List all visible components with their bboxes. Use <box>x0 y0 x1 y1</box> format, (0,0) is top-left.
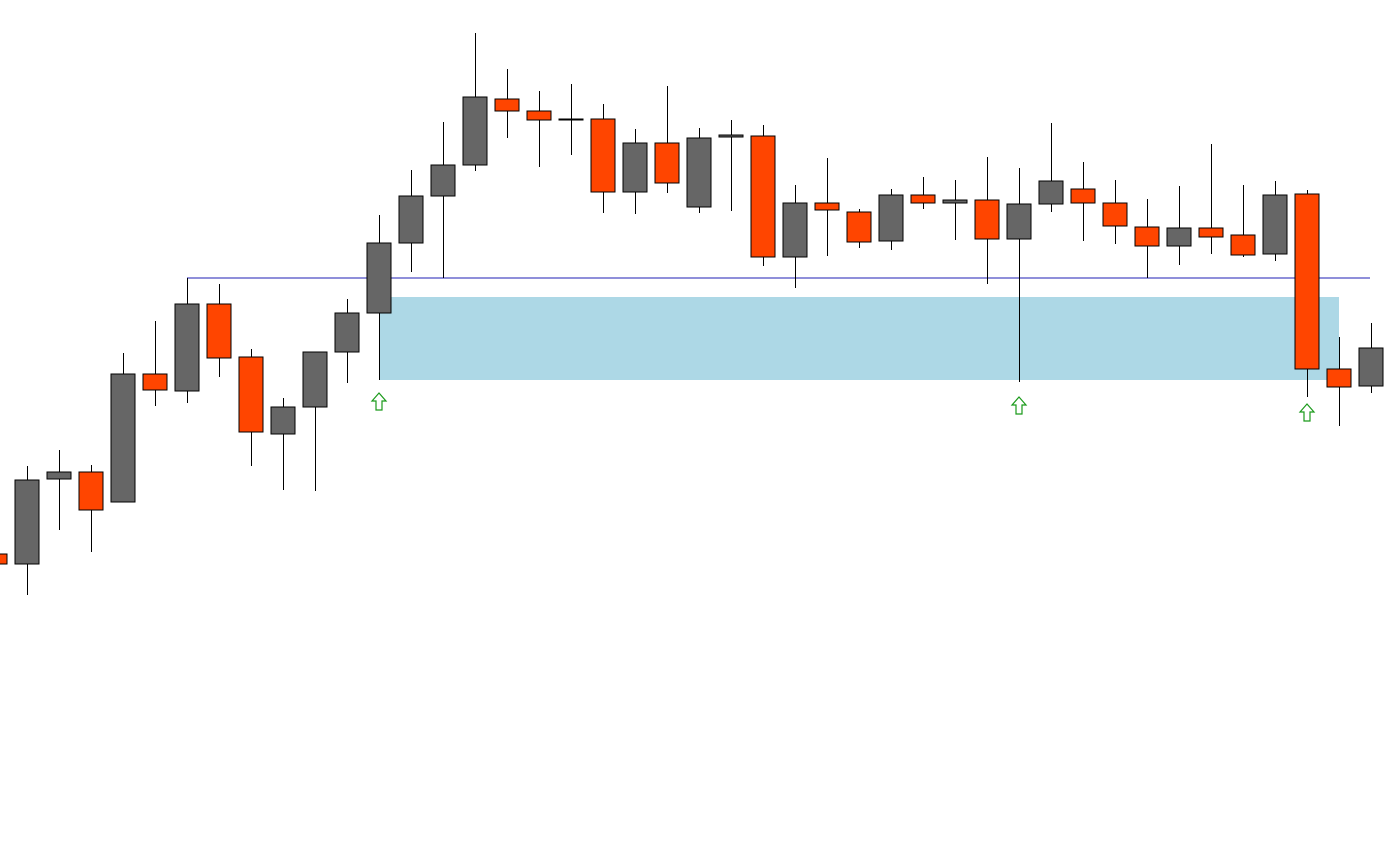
candle-body <box>558 118 584 121</box>
candle-body <box>302 351 328 408</box>
candle-body <box>846 211 872 243</box>
candle-body <box>654 142 680 184</box>
candle-body <box>878 194 904 242</box>
candle-body <box>1262 194 1288 255</box>
candle-body <box>814 202 840 211</box>
candle-body <box>910 194 936 204</box>
candle-body <box>430 164 456 197</box>
candle-body <box>1038 180 1064 205</box>
candle-body <box>1006 203 1032 240</box>
candle-body <box>142 373 168 391</box>
candle-body <box>750 135 776 258</box>
candle-body <box>206 303 232 359</box>
candle-body <box>1134 226 1160 247</box>
candle-body <box>1294 193 1320 370</box>
candle-body <box>526 110 552 121</box>
candle-body <box>1166 227 1192 247</box>
candle-body <box>974 199 1000 240</box>
candle-body <box>14 479 40 565</box>
candle-body <box>334 312 360 353</box>
candle-body <box>1070 188 1096 204</box>
support-zone <box>379 297 1339 380</box>
candle-body <box>494 98 520 112</box>
candle-body <box>782 202 808 258</box>
candle-body <box>1198 227 1224 238</box>
candle-body <box>942 199 968 204</box>
candle-body <box>110 373 136 503</box>
candle-body <box>46 471 72 480</box>
candle-body <box>622 142 648 193</box>
buy-arrow <box>1298 403 1316 422</box>
candle-body <box>1102 202 1128 227</box>
candle-body <box>1326 368 1352 388</box>
zone-layer <box>187 277 1370 380</box>
candle-body <box>686 137 712 208</box>
signal-layer <box>370 392 1316 422</box>
candle-body <box>78 471 104 511</box>
candle-body <box>462 96 488 166</box>
buy-arrow <box>370 392 388 411</box>
candle-layer <box>0 33 1384 595</box>
candle-body <box>238 356 264 433</box>
candle-body <box>1230 234 1256 256</box>
buy-arrow <box>1010 396 1028 415</box>
candle-body <box>398 195 424 244</box>
candle-body <box>0 553 8 565</box>
candle-body <box>174 303 200 392</box>
candle-body <box>590 118 616 193</box>
candle-body <box>1358 347 1384 387</box>
candle-body <box>718 134 744 138</box>
candle-body <box>366 242 392 314</box>
candle-body <box>270 406 296 435</box>
